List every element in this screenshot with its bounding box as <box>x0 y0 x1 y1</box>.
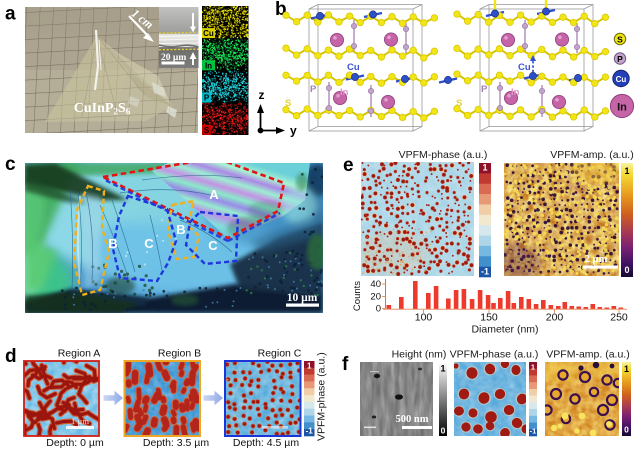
svg-text:Region A: Region A <box>58 348 101 360</box>
svg-text:Counts: Counts <box>352 281 363 311</box>
svg-text:P: P <box>617 54 623 64</box>
svg-text:S: S <box>285 98 291 109</box>
svg-text:Depth: 4.5 µm: Depth: 4.5 µm <box>233 437 299 449</box>
svg-text:P: P <box>204 94 210 103</box>
svg-text:20: 20 <box>370 292 381 303</box>
svg-text:Region B: Region B <box>158 348 201 360</box>
svg-text:CuInP2S6: CuInP2S6 <box>74 101 131 117</box>
svg-text:Height (nm): Height (nm) <box>392 349 447 361</box>
svg-text:1: 1 <box>531 363 535 372</box>
svg-text:P: P <box>481 84 488 95</box>
svg-text:S: S <box>204 126 210 135</box>
svg-text:B: B <box>176 222 185 237</box>
svg-text:1: 1 <box>624 166 629 176</box>
svg-text:c: c <box>5 154 16 175</box>
svg-text:Depth: 3.5 µm: Depth: 3.5 µm <box>143 437 209 449</box>
svg-text:Cu: Cu <box>616 75 627 84</box>
svg-text:f: f <box>342 354 349 375</box>
svg-text:500 nm: 500 nm <box>396 414 429 425</box>
svg-text:100: 100 <box>415 312 433 324</box>
svg-text:-1: -1 <box>306 427 314 436</box>
svg-text:VPFM-phase (a.u.): VPFM-phase (a.u.) <box>450 349 539 361</box>
svg-text:Cu: Cu <box>518 62 531 73</box>
svg-text:a: a <box>5 4 16 25</box>
svg-text:250: 250 <box>610 312 628 324</box>
svg-text:1: 1 <box>440 364 445 374</box>
svg-text:-1: -1 <box>481 267 489 277</box>
svg-text:S: S <box>617 35 623 45</box>
svg-text:1: 1 <box>624 364 629 374</box>
svg-text:In: In <box>340 87 349 98</box>
svg-text:0: 0 <box>624 425 629 435</box>
svg-text:VPFM-phase (a.u.): VPFM-phase (a.u.) <box>399 149 488 161</box>
svg-text:A: A <box>209 187 219 202</box>
svg-text:C: C <box>208 238 218 253</box>
svg-text:z: z <box>259 88 265 102</box>
svg-text:e: e <box>343 155 354 176</box>
svg-text:d: d <box>5 346 17 367</box>
svg-text:In: In <box>205 61 212 70</box>
svg-text:150: 150 <box>480 312 498 324</box>
svg-text:-1: -1 <box>530 427 537 436</box>
svg-text:10 µm: 10 µm <box>287 292 318 304</box>
svg-text:1 µm: 1 µm <box>71 416 89 426</box>
svg-text:VPFM-phase (a.u.): VPFM-phase (a.u.) <box>316 352 328 441</box>
svg-text:VPFM-amp. (a.u.): VPFM-amp. (a.u.) <box>546 349 629 361</box>
svg-text:1: 1 <box>307 362 312 371</box>
svg-text:B: B <box>108 236 117 251</box>
svg-text:Cu: Cu <box>203 29 214 38</box>
svg-text:1: 1 <box>482 163 487 173</box>
svg-text:2 µm: 2 µm <box>585 254 608 265</box>
svg-text:Diameter (nm): Diameter (nm) <box>471 324 538 336</box>
svg-text:y: y <box>290 124 297 138</box>
svg-text:0: 0 <box>441 426 446 436</box>
svg-text:C: C <box>144 236 154 251</box>
svg-text:Region C: Region C <box>258 348 302 360</box>
svg-text:In: In <box>511 87 520 98</box>
svg-text:200: 200 <box>546 312 564 324</box>
svg-text:40: 40 <box>370 279 381 290</box>
svg-text:Depth: 0 µm: Depth: 0 µm <box>46 437 104 449</box>
svg-text:P: P <box>310 84 317 95</box>
svg-text:In: In <box>617 102 627 114</box>
svg-text:S: S <box>456 98 462 109</box>
svg-text:VPFM-amp. (a.u.): VPFM-amp. (a.u.) <box>550 149 633 161</box>
svg-text:Cu: Cu <box>347 62 360 73</box>
svg-text:0: 0 <box>376 304 381 315</box>
svg-text:0: 0 <box>624 265 629 275</box>
